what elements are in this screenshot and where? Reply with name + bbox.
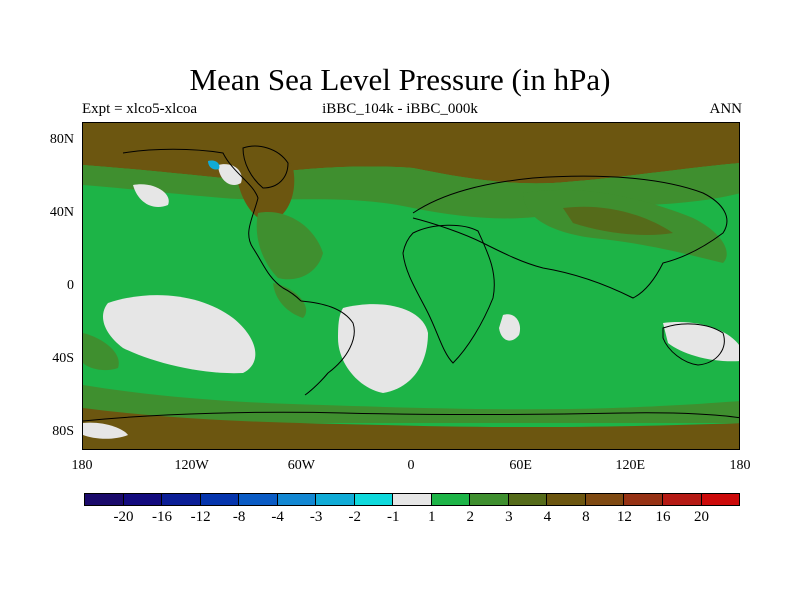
fill-australia-neutral: [663, 322, 739, 362]
colorbar-box: [122, 493, 163, 506]
lon-tick-label: 0: [407, 458, 415, 473]
lat-tick-label: 40S: [52, 350, 74, 366]
colorbar-box: [161, 493, 201, 506]
lon-tick-label: 60E: [509, 458, 532, 473]
colorbar-box: [661, 493, 702, 506]
lon-tick-label: 180: [71, 458, 93, 473]
coast-antarctica: [83, 411, 739, 422]
fill-pacific-mid: [83, 333, 119, 371]
season-label: ANN: [709, 101, 743, 117]
coast-greenland: [242, 145, 289, 189]
colorbar-box: [546, 493, 586, 506]
fill-antarctic-high: [83, 408, 739, 449]
colorbar-label: -4: [271, 509, 284, 525]
colorbar-label: -12: [190, 509, 211, 525]
map-canvas: [83, 123, 739, 449]
lon-tick-label: 120E: [615, 458, 646, 473]
map-title: Mean Sea Level Pressure (in hPa): [189, 62, 611, 97]
lat-tick-label: 0: [67, 278, 74, 293]
fill-hudson-neutral: [218, 164, 242, 185]
colorbar-box: [315, 493, 355, 506]
colorbar-label: -8: [232, 509, 246, 525]
colorbar-label: 1: [428, 509, 436, 525]
colorbar-box: [238, 493, 278, 506]
colorbar-label: -2: [348, 509, 361, 525]
lat-tick-label: 40N: [49, 205, 74, 221]
pressure-map: [82, 122, 740, 450]
colorbar-box: [623, 493, 663, 506]
colorbar-box: [84, 493, 124, 506]
colorbar-box: [392, 493, 432, 506]
fill-satlantic-neutral: [338, 304, 428, 393]
lon-tick-label: 120W: [174, 458, 209, 473]
colorbar-label: 3: [505, 509, 513, 525]
lat-tick-label: 80N: [49, 132, 74, 148]
colorbar: [84, 493, 741, 506]
colorbar-label: -3: [309, 509, 323, 525]
coastlines: [83, 145, 739, 422]
colorbar-box: [584, 493, 625, 506]
coast-africa: [402, 224, 495, 364]
colorbar-label: -1: [386, 509, 400, 525]
coast-south-america: [300, 300, 355, 396]
colorbar-label: -20: [113, 509, 134, 525]
colorbar-label: 20: [693, 509, 709, 525]
fill-indian-neutral: [499, 314, 521, 341]
experiment-label: Expt = xlco5-xlcoa: [82, 101, 198, 117]
colorbar-box: [507, 493, 548, 506]
colorbar-box: [430, 493, 471, 506]
fill-greenland-high: [233, 141, 295, 223]
lon-tick-label: 60W: [287, 458, 315, 473]
colorbar-box: [353, 493, 394, 506]
fill-asia-high: [563, 206, 673, 235]
colorbar-label: 2: [466, 509, 475, 525]
colorbar-box: [276, 493, 317, 506]
colorbar-box: [469, 493, 509, 506]
colorbar-label: 16: [655, 509, 671, 525]
lon-tick-label: 180: [729, 458, 751, 473]
fill-npacific-neutral: [133, 184, 169, 207]
colorbar-label: -16: [152, 509, 173, 525]
colorbar-label: 4: [543, 509, 552, 525]
fill-caribbean-mid: [273, 283, 307, 318]
colorbar-label: 8: [582, 509, 590, 525]
colorbar-box: [199, 493, 240, 506]
colorbar-label: 12: [616, 509, 632, 525]
fill-antarctic-neutral: [83, 422, 128, 439]
coast-north-america: [122, 148, 302, 302]
fill-negative-patch: [208, 160, 220, 170]
difference-label: iBBC_104k - iBBC_000k: [322, 101, 478, 117]
fill-atlantic-mid: [256, 212, 323, 280]
lat-tick-label: 80S: [52, 423, 74, 439]
coast-eurasia: [412, 175, 728, 299]
coast-australia: [662, 323, 725, 366]
fill-spacific-neutral: [103, 295, 256, 374]
colorbar-box: [700, 493, 741, 506]
